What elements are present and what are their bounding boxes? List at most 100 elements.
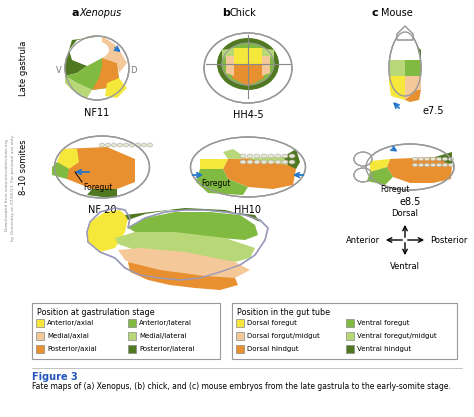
Ellipse shape xyxy=(247,154,253,158)
Ellipse shape xyxy=(191,137,306,197)
Ellipse shape xyxy=(425,163,429,167)
Ellipse shape xyxy=(282,160,288,164)
Ellipse shape xyxy=(81,41,109,59)
Ellipse shape xyxy=(282,154,288,158)
FancyBboxPatch shape xyxy=(32,303,220,359)
Polygon shape xyxy=(65,58,119,90)
Text: b: b xyxy=(222,8,230,18)
Text: Dorsal forgut/midgut: Dorsal forgut/midgut xyxy=(247,333,320,339)
Polygon shape xyxy=(226,56,234,76)
Ellipse shape xyxy=(437,163,441,167)
Text: by University on 07/05/13. For personal use only.: by University on 07/05/13. For personal … xyxy=(11,135,15,241)
Ellipse shape xyxy=(443,157,447,161)
Ellipse shape xyxy=(430,157,436,161)
Text: Position in the gut tube: Position in the gut tube xyxy=(237,308,330,317)
Ellipse shape xyxy=(124,143,128,147)
Polygon shape xyxy=(234,48,262,64)
Ellipse shape xyxy=(147,143,153,147)
Text: Posterior/lateral: Posterior/lateral xyxy=(139,346,194,352)
Polygon shape xyxy=(397,26,413,40)
Text: Mouse: Mouse xyxy=(381,8,413,18)
Ellipse shape xyxy=(254,154,260,158)
Polygon shape xyxy=(389,76,405,100)
Bar xyxy=(346,319,354,327)
Text: Late gastrula: Late gastrula xyxy=(19,40,28,95)
Bar xyxy=(236,345,244,353)
Ellipse shape xyxy=(118,143,122,147)
Bar xyxy=(236,319,244,327)
Text: 8–10 somites: 8–10 somites xyxy=(19,139,28,195)
Text: HH4-5: HH4-5 xyxy=(233,110,264,120)
Polygon shape xyxy=(125,208,260,222)
Bar xyxy=(236,332,244,340)
Ellipse shape xyxy=(247,160,253,164)
Ellipse shape xyxy=(65,36,129,100)
Text: e8.5: e8.5 xyxy=(399,197,421,207)
Bar xyxy=(128,332,136,340)
Text: Medial/axial: Medial/axial xyxy=(47,333,89,339)
Text: Position at gastrulation stage: Position at gastrulation stage xyxy=(37,308,155,317)
Polygon shape xyxy=(200,159,228,169)
Ellipse shape xyxy=(425,157,429,161)
Polygon shape xyxy=(435,152,452,165)
Text: V: V xyxy=(56,65,62,75)
Polygon shape xyxy=(389,32,421,96)
Polygon shape xyxy=(65,76,92,98)
Text: Downloaded from www.annualreviews.org: Downloaded from www.annualreviews.org xyxy=(5,139,9,231)
Polygon shape xyxy=(387,157,452,183)
Ellipse shape xyxy=(275,154,281,158)
Polygon shape xyxy=(405,90,421,102)
Text: a: a xyxy=(72,8,80,18)
Bar xyxy=(36,332,44,340)
Ellipse shape xyxy=(100,143,104,147)
Text: Posterior: Posterior xyxy=(430,236,467,244)
Polygon shape xyxy=(370,159,390,172)
Ellipse shape xyxy=(261,154,267,158)
Bar xyxy=(346,332,354,340)
Text: e7.5: e7.5 xyxy=(423,106,445,116)
Ellipse shape xyxy=(106,143,110,147)
Ellipse shape xyxy=(412,163,418,167)
Text: Foregut: Foregut xyxy=(83,183,112,192)
Polygon shape xyxy=(389,60,405,76)
Ellipse shape xyxy=(268,154,274,158)
Text: NF11: NF11 xyxy=(84,108,109,118)
Polygon shape xyxy=(223,157,296,189)
Bar xyxy=(346,345,354,353)
Ellipse shape xyxy=(261,160,267,164)
Text: Xenopus: Xenopus xyxy=(79,8,121,18)
Text: Figure 3: Figure 3 xyxy=(32,372,78,382)
Text: Anterior: Anterior xyxy=(346,236,380,244)
Ellipse shape xyxy=(129,143,135,147)
Ellipse shape xyxy=(419,163,423,167)
Text: D: D xyxy=(130,65,136,75)
Text: Dorsal hindgut: Dorsal hindgut xyxy=(247,346,299,352)
Polygon shape xyxy=(87,210,128,252)
Polygon shape xyxy=(57,147,135,189)
Ellipse shape xyxy=(275,160,281,164)
Text: HH10: HH10 xyxy=(235,205,262,215)
Text: c: c xyxy=(372,8,379,18)
Polygon shape xyxy=(262,48,274,60)
Ellipse shape xyxy=(354,152,372,166)
Text: Foregut: Foregut xyxy=(380,185,410,194)
Polygon shape xyxy=(105,78,127,98)
Ellipse shape xyxy=(289,160,295,164)
Polygon shape xyxy=(118,248,250,278)
Ellipse shape xyxy=(448,163,454,167)
Polygon shape xyxy=(87,189,117,197)
Polygon shape xyxy=(405,76,421,100)
Text: Ventral hindgut: Ventral hindgut xyxy=(357,346,411,352)
Ellipse shape xyxy=(412,157,418,161)
Polygon shape xyxy=(222,48,234,60)
Polygon shape xyxy=(92,58,119,90)
Text: Chick: Chick xyxy=(230,8,257,18)
Ellipse shape xyxy=(268,160,274,164)
Ellipse shape xyxy=(419,157,423,161)
Polygon shape xyxy=(57,149,79,169)
Polygon shape xyxy=(52,162,69,179)
Text: NF 20: NF 20 xyxy=(88,205,116,215)
Polygon shape xyxy=(196,169,248,195)
Text: Dorsal: Dorsal xyxy=(392,209,419,218)
Ellipse shape xyxy=(354,168,372,182)
